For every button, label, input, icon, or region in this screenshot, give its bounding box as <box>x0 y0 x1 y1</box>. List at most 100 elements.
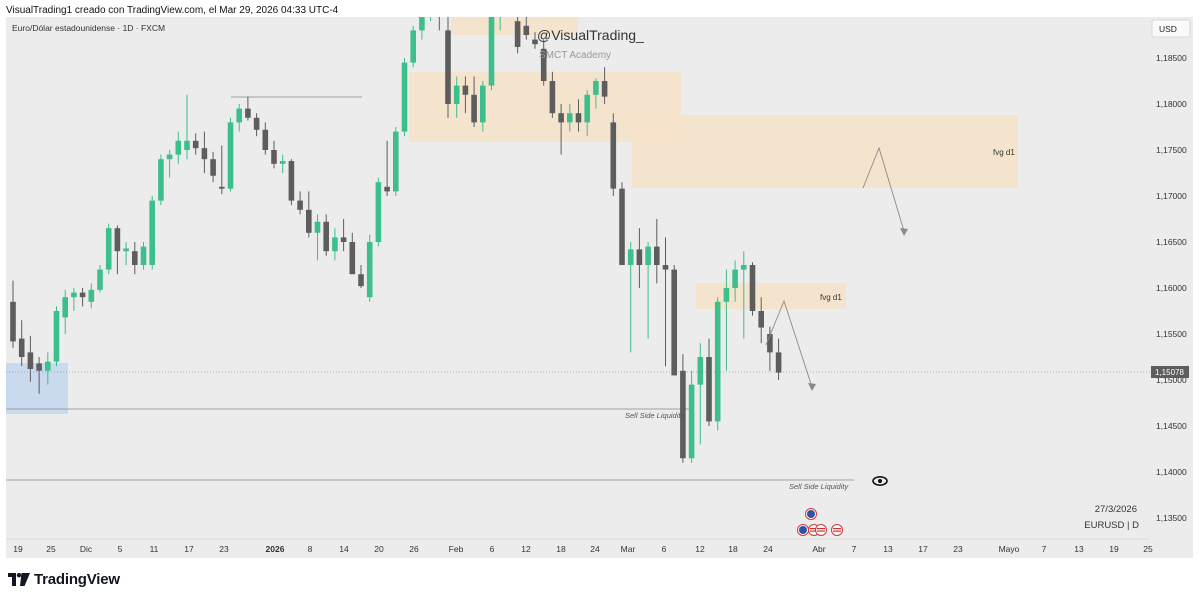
x-tick-label: 11 <box>150 544 159 554</box>
x-tick-label: 23 <box>219 544 229 554</box>
candle-up <box>714 301 721 422</box>
y-tick-label: 1,13500 <box>1156 513 1187 523</box>
fvg-label-upper: fvg d1 <box>993 148 1015 157</box>
x-tick-label: 20 <box>374 544 384 554</box>
x-tick-label: 25 <box>46 544 56 554</box>
candle-down <box>775 352 782 373</box>
candle-up <box>584 94 590 123</box>
x-tick-label: 23 <box>953 544 963 554</box>
demand-zone-blue <box>6 363 68 414</box>
candle-down <box>253 117 260 130</box>
projection-arrow-upper <box>862 146 905 232</box>
symbol-label: EURUSD | D <box>1084 520 1139 531</box>
event-icon-us-3[interactable] <box>831 524 843 536</box>
candle-up <box>88 289 95 302</box>
candle-down <box>297 200 303 210</box>
candle-down <box>114 228 121 252</box>
x-tick-label: Mar <box>621 544 636 554</box>
candle-up <box>236 108 242 123</box>
candle-down <box>10 301 16 342</box>
x-tick-label: 2026 <box>266 544 285 554</box>
candle-up <box>419 2 425 31</box>
fvg-label-lower: fvg d1 <box>820 293 842 302</box>
candle-down <box>523 25 530 35</box>
candle-down <box>36 363 42 371</box>
candle-down <box>192 140 199 149</box>
candle-down <box>558 113 564 123</box>
y-tick-label: 1,15500 <box>1156 329 1187 339</box>
price-chart[interactable]: fvg d1 fvg d1 Sell Side Liquidity Sell S… <box>6 0 1193 558</box>
fvg-zone-upper <box>632 115 1018 188</box>
eye-icon[interactable] <box>872 476 888 486</box>
candle-down <box>471 94 477 123</box>
candle-up <box>279 161 286 164</box>
candle-up <box>158 159 164 201</box>
candle-up <box>723 288 730 302</box>
candle-up <box>480 85 486 123</box>
candle-up <box>184 140 190 150</box>
economic-events-icons[interactable] <box>797 508 843 536</box>
x-tick-label: 7 <box>1042 544 1047 554</box>
candle-up <box>62 297 68 318</box>
candle-down <box>758 311 764 328</box>
candle-down <box>384 186 390 192</box>
candle-down <box>358 274 364 287</box>
candle-up <box>410 30 416 63</box>
price-axis[interactable] <box>1150 17 1193 558</box>
candle-up <box>366 242 373 298</box>
candle-down <box>132 251 138 265</box>
candle-up <box>627 249 634 265</box>
sell-side-liquidity-label-lower: Sell Side Liquidity <box>789 482 849 491</box>
candle-down <box>749 265 756 311</box>
candle-up <box>45 361 51 371</box>
candle-up <box>593 81 599 95</box>
candles-layer <box>10 0 782 463</box>
tradingview-logo-icon <box>8 572 30 586</box>
candle-down <box>323 221 329 252</box>
candle-up <box>332 237 338 252</box>
candle-down <box>532 39 538 45</box>
x-tick-label: 25 <box>1143 544 1153 554</box>
fvg-zone-lower <box>696 283 846 309</box>
candle-down <box>610 122 617 189</box>
candle-up <box>53 311 60 362</box>
candle-up <box>140 246 147 265</box>
candle-up <box>453 85 460 104</box>
fvg-zone-top <box>451 17 578 35</box>
candle-down <box>245 108 251 118</box>
candle-up <box>401 62 408 132</box>
x-tick-label: 18 <box>556 544 566 554</box>
candle-down <box>18 338 25 357</box>
candle-up <box>123 248 129 252</box>
currency-label: USD <box>1159 24 1177 34</box>
x-tick-label: 17 <box>918 544 928 554</box>
currency-box[interactable] <box>1151 19 1191 38</box>
candle-down <box>27 352 34 369</box>
event-icon-eu[interactable] <box>805 508 817 520</box>
last-price-label: 1,15078 <box>1155 368 1184 377</box>
x-tick-label: 26 <box>409 544 419 554</box>
event-icon-eu-2[interactable] <box>797 524 809 536</box>
x-tick-label: 13 <box>883 544 893 554</box>
candle-down <box>210 159 216 176</box>
y-tick-label: 1,14500 <box>1156 421 1187 431</box>
candle-down <box>271 150 277 164</box>
candle-up <box>175 140 182 155</box>
x-tick-label: Mayo <box>999 544 1020 554</box>
candle-up <box>166 154 173 160</box>
candle-up <box>71 292 77 298</box>
y-tick-label: 1,18000 <box>1156 99 1187 109</box>
footer: TradingView <box>8 568 120 590</box>
y-tick-label: 1,14000 <box>1156 467 1187 477</box>
y-tick-label: 1,16000 <box>1156 283 1187 293</box>
candle-down <box>445 30 451 104</box>
x-tick-label: Dic <box>80 544 93 554</box>
x-tick-label: 5 <box>118 544 123 554</box>
tradingview-brand: TradingView <box>34 570 120 588</box>
chart-area[interactable]: fvg d1 fvg d1 Sell Side Liquidity Sell S… <box>6 0 1193 558</box>
sell-side-liquidity-label-upper: Sell Side Liquidity <box>625 411 685 420</box>
candle-up <box>688 384 695 459</box>
candle-up <box>105 228 112 270</box>
y-axis-ticks: 1,18500 1,18000 1,17500 1,17000 1,16500 1,160… <box>1156 53 1187 523</box>
event-icon-us-2[interactable] <box>815 524 827 536</box>
